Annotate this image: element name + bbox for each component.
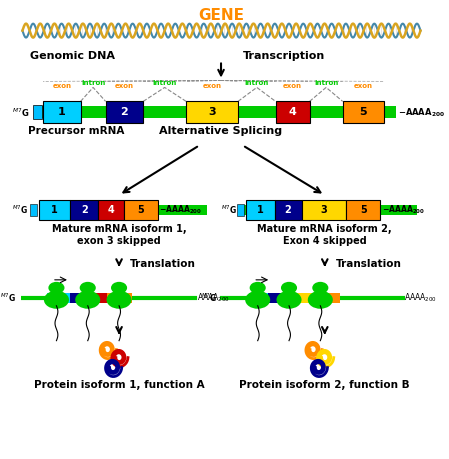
Text: Alternative Splicing: Alternative Splicing	[159, 126, 282, 136]
Text: 3: 3	[321, 205, 327, 215]
Ellipse shape	[48, 282, 65, 294]
Text: intron: intron	[153, 80, 177, 86]
Bar	[98, 200, 123, 220]
Text: Translation: Translation	[335, 259, 401, 269]
Text: $^{M7}$G: $^{M7}$G	[201, 291, 217, 304]
Text: exon: exon	[283, 84, 302, 90]
Bar	[186, 101, 238, 123]
Bar	[276, 101, 309, 123]
Text: intron: intron	[81, 80, 105, 86]
Bar	[43, 101, 80, 123]
Bar	[107, 293, 132, 303]
Bar	[40, 106, 396, 118]
Bar	[286, 293, 317, 303]
Bar	[246, 200, 275, 220]
Text: exon: exon	[115, 84, 134, 90]
Text: Genomic DNA: Genomic DNA	[30, 50, 114, 61]
Text: GENE: GENE	[198, 8, 244, 22]
Bar	[269, 293, 286, 303]
Text: $\mathbf{-AAAA_{200}}$: $\mathbf{-AAAA_{200}}$	[398, 106, 445, 118]
Ellipse shape	[250, 282, 266, 294]
Text: exon: exon	[202, 84, 222, 90]
Bar	[317, 293, 340, 303]
Text: Protein isoform 2, function B: Protein isoform 2, function B	[239, 380, 410, 390]
Text: Protein isoform 1, function A: Protein isoform 1, function A	[34, 380, 204, 390]
Ellipse shape	[44, 291, 69, 309]
Ellipse shape	[79, 282, 96, 294]
Text: 2: 2	[285, 205, 291, 215]
Text: AAAA$_{200}$: AAAA$_{200}$	[405, 291, 437, 304]
Text: Translation: Translation	[130, 259, 196, 269]
Bar	[70, 293, 89, 303]
Text: intron: intron	[314, 80, 338, 86]
Text: 2: 2	[120, 107, 128, 118]
Text: Mature mRNA isoform 1,
exon 3 skipped: Mature mRNA isoform 1, exon 3 skipped	[52, 224, 186, 246]
Bar	[343, 101, 384, 123]
Bar	[302, 200, 346, 220]
Text: Precursor mRNA: Precursor mRNA	[28, 126, 124, 136]
Bar	[346, 200, 380, 220]
Bar	[89, 293, 107, 303]
Ellipse shape	[277, 291, 302, 309]
Bar	[237, 204, 244, 216]
Bar	[242, 205, 417, 215]
Bar	[70, 200, 98, 220]
Text: Transcription: Transcription	[242, 50, 325, 61]
Text: $^{M7}$G: $^{M7}$G	[12, 204, 28, 216]
Bar	[249, 293, 269, 303]
Text: exon: exon	[354, 84, 373, 90]
Ellipse shape	[312, 282, 328, 294]
Text: $\mathbf{-AAAA_{200}}$: $\mathbf{-AAAA_{200}}$	[382, 204, 425, 216]
Text: $^{M7}$G: $^{M7}$G	[221, 204, 237, 216]
Bar	[30, 204, 37, 216]
Bar	[123, 200, 158, 220]
Text: AAAA$_{200}$: AAAA$_{200}$	[197, 291, 230, 304]
Text: 1: 1	[51, 205, 57, 215]
Bar	[41, 205, 207, 215]
Bar	[106, 101, 143, 123]
Text: $\mathbf{-AAAA_{200}}$: $\mathbf{-AAAA_{200}}$	[159, 204, 202, 216]
Ellipse shape	[106, 291, 132, 309]
Text: 4: 4	[289, 107, 296, 118]
Text: $^{M7}$G: $^{M7}$G	[0, 291, 16, 304]
Ellipse shape	[75, 291, 100, 309]
Text: 3: 3	[208, 107, 216, 118]
Bar	[33, 106, 42, 119]
Text: intron: intron	[245, 80, 269, 86]
Text: 1: 1	[58, 107, 66, 118]
Bar	[48, 293, 70, 303]
Text: $^{M7}$G: $^{M7}$G	[12, 106, 30, 118]
Text: 5: 5	[360, 205, 367, 215]
Text: 1: 1	[257, 205, 264, 215]
Text: 5: 5	[360, 107, 367, 118]
Ellipse shape	[308, 291, 333, 309]
Text: 4: 4	[108, 205, 114, 215]
Text: exon: exon	[52, 84, 71, 90]
Text: 2: 2	[81, 205, 88, 215]
Bar	[39, 200, 70, 220]
Ellipse shape	[245, 291, 270, 309]
Ellipse shape	[111, 282, 127, 294]
Ellipse shape	[281, 282, 297, 294]
Text: Mature mRNA isoform 2,
Exon 4 skipped: Mature mRNA isoform 2, Exon 4 skipped	[257, 224, 392, 246]
Text: 5: 5	[137, 205, 144, 215]
Bar	[275, 200, 302, 220]
